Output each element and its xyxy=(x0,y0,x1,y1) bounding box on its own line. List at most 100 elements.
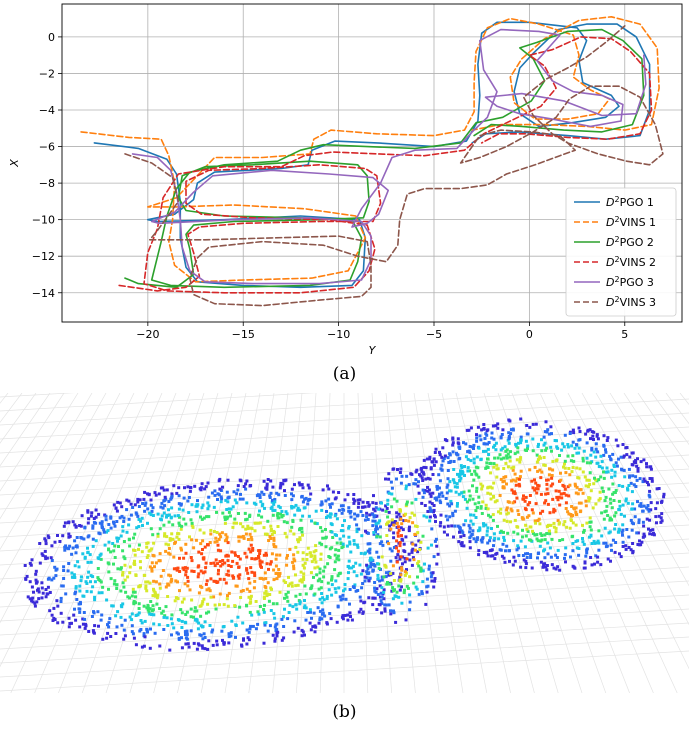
cloud-point xyxy=(245,604,249,608)
cloud-point xyxy=(594,447,598,451)
cloud-point xyxy=(162,488,166,492)
y-tick-label: −14 xyxy=(32,287,55,300)
cloud-point xyxy=(459,464,463,468)
cloud-point xyxy=(58,540,62,543)
cloud-point xyxy=(588,520,592,524)
cloud-point xyxy=(492,437,496,441)
cloud-point xyxy=(380,540,384,544)
cloud-point xyxy=(575,466,579,470)
cloud-point xyxy=(153,631,157,635)
cloud-point xyxy=(355,543,359,547)
cloud-point xyxy=(143,635,147,639)
cloud-point xyxy=(237,576,241,580)
cloud-point xyxy=(573,507,576,511)
cloud-point xyxy=(492,544,495,548)
cloud-point xyxy=(479,506,483,510)
cloud-point xyxy=(414,585,418,589)
cloud-point xyxy=(285,535,289,539)
cloud-point xyxy=(241,589,245,592)
cloud-point xyxy=(318,571,322,575)
cloud-point xyxy=(585,478,589,482)
cloud-point xyxy=(595,434,599,438)
cloud-point xyxy=(647,509,651,513)
floor-gridline xyxy=(511,393,630,693)
cloud-point xyxy=(584,432,588,436)
cloud-point xyxy=(247,577,251,581)
y-tick-label: −2 xyxy=(39,67,55,80)
cloud-point xyxy=(121,581,125,585)
cloud-point xyxy=(213,603,217,607)
cloud-point xyxy=(336,574,340,578)
cloud-point xyxy=(395,499,399,503)
cloud-point xyxy=(389,559,393,563)
cloud-point xyxy=(398,509,402,513)
cloud-point xyxy=(363,505,367,509)
cloud-point xyxy=(218,477,222,481)
cloud-point xyxy=(137,518,141,521)
cloud-point xyxy=(440,463,444,467)
cloud-point xyxy=(490,431,494,435)
cloud-point xyxy=(472,478,476,482)
cloud-point xyxy=(639,460,643,464)
legend-label: D2PGO 3 xyxy=(606,275,654,289)
cloud-point xyxy=(642,504,646,508)
cloud-point xyxy=(407,527,411,531)
cloud-point xyxy=(377,507,381,511)
cloud-point xyxy=(296,538,300,542)
cloud-point xyxy=(534,487,538,491)
cloud-point xyxy=(552,507,556,511)
cloud-point xyxy=(150,609,154,613)
cloud-point xyxy=(180,619,184,623)
cloud-point xyxy=(292,553,296,557)
cloud-point xyxy=(449,489,453,493)
cloud-point xyxy=(404,512,407,516)
cloud-point xyxy=(631,542,635,545)
cloud-point xyxy=(516,525,520,529)
cloud-point xyxy=(269,527,273,531)
cloud-point xyxy=(302,572,306,576)
cloud-point xyxy=(595,541,599,545)
cloud-point xyxy=(316,579,320,583)
cloud-point xyxy=(397,584,401,588)
cloud-point xyxy=(158,607,162,610)
cloud-point xyxy=(286,617,290,621)
cloud-point xyxy=(137,611,141,615)
cloud-point xyxy=(73,592,77,596)
cloud-point xyxy=(216,572,220,576)
cloud-point xyxy=(390,520,394,524)
cloud-point xyxy=(446,483,450,487)
cloud-point xyxy=(479,505,483,509)
cloud-point xyxy=(152,541,156,545)
cloud-point xyxy=(361,514,365,517)
cloud-point xyxy=(25,574,29,578)
cloud-point xyxy=(512,465,516,469)
cloud-point xyxy=(219,495,223,499)
cloud-point xyxy=(157,492,161,496)
floor-gridline xyxy=(153,393,233,693)
cloud-point xyxy=(400,585,403,589)
cloud-point xyxy=(367,549,371,553)
cloud-point xyxy=(266,519,270,523)
cloud-point xyxy=(61,584,65,588)
cloud-point xyxy=(544,420,548,424)
cloud-point xyxy=(376,521,380,525)
cloud-point xyxy=(134,573,138,577)
cloud-point xyxy=(82,594,86,598)
cloud-point xyxy=(189,556,193,559)
cloud-point xyxy=(358,563,362,567)
cloud-point xyxy=(341,593,345,597)
cloud-point xyxy=(305,558,309,561)
cloud-point xyxy=(177,494,181,498)
cloud-point xyxy=(467,428,471,432)
cloud-point xyxy=(44,557,48,561)
cloud-point xyxy=(87,570,91,574)
cloud-point xyxy=(633,515,637,519)
cloud-point xyxy=(558,539,562,542)
cloud-point xyxy=(203,545,207,549)
cloud-point xyxy=(566,485,570,489)
cloud-point xyxy=(116,610,120,614)
cloud-point xyxy=(50,559,54,562)
cloud-point xyxy=(122,637,126,641)
cloud-point xyxy=(611,492,615,496)
